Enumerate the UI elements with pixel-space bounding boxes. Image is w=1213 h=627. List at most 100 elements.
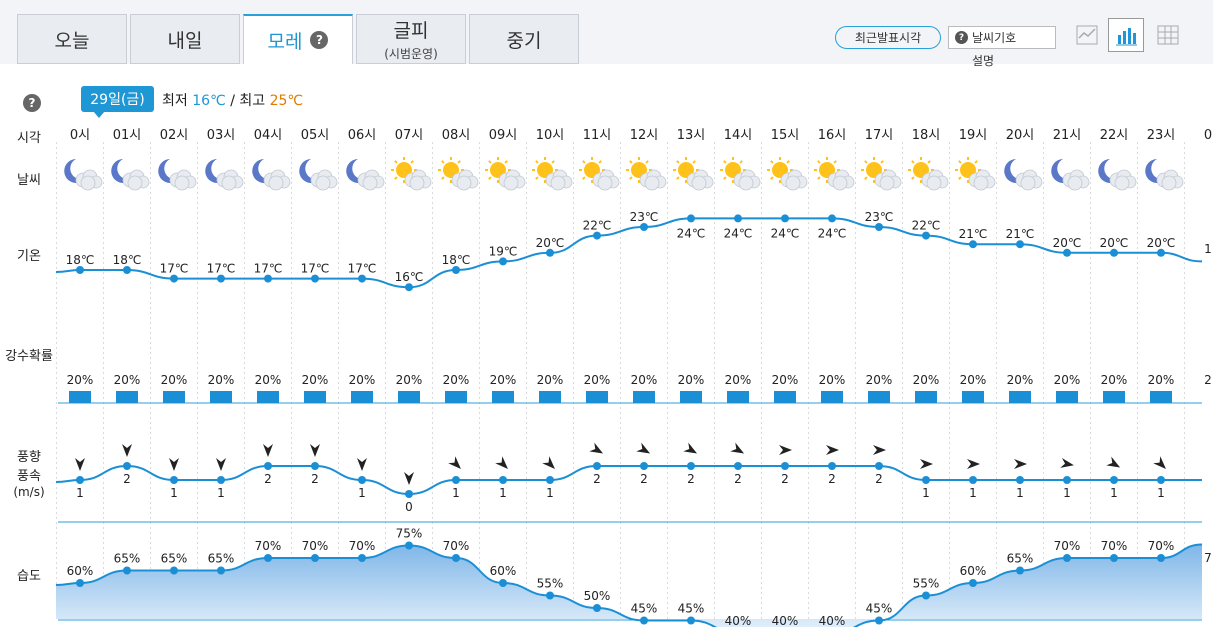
cloud-puff <box>362 175 378 191</box>
hour-label: 12시 <box>630 128 659 143</box>
temp-label: 18℃ <box>66 253 95 267</box>
moon-cloud-icon <box>1145 159 1184 191</box>
cloud-puff <box>606 175 620 189</box>
row-label-time: 시각 <box>17 131 41 146</box>
tab-midterm[interactable]: 중기 <box>469 14 579 64</box>
humidity-area <box>56 544 1202 627</box>
cloud-puff <box>592 172 608 188</box>
sun-ray <box>817 160 821 164</box>
temp-point <box>311 274 319 283</box>
temp-label: 23℃ <box>630 210 659 224</box>
row-label-weather: 날씨 <box>17 173 41 188</box>
sun-ray <box>974 160 978 164</box>
humidity-point <box>546 591 554 600</box>
tab-tomorrow[interactable]: 내일 <box>130 14 240 64</box>
humidity-label: 55% <box>537 577 564 591</box>
humidity-point <box>1110 554 1118 562</box>
humidity-point <box>969 579 977 587</box>
sun-cloud-icon <box>908 157 949 191</box>
sun-shape <box>584 162 600 178</box>
wind-speed-label: 2 <box>123 472 131 486</box>
rain-label: 20% <box>349 373 376 387</box>
weather-symbol-select[interactable]: ? 날씨기호 <box>948 26 1056 49</box>
rain-label: 20% <box>772 373 799 387</box>
rain-label: 20% <box>490 373 517 387</box>
wind-speed-line <box>55 464 1202 496</box>
cloud-puff <box>505 169 521 185</box>
rain-label: 20% <box>208 373 235 387</box>
wind-point <box>170 476 178 484</box>
rain-label: 20% <box>537 373 564 387</box>
rain-label: 20% <box>960 373 987 387</box>
cloud-puff <box>740 169 756 185</box>
cloud-puff <box>80 175 96 191</box>
temp-label: 24℃ <box>677 226 706 240</box>
moon-shape <box>111 159 133 183</box>
hour-label: 21시 <box>1053 128 1082 143</box>
wind-point <box>452 476 460 484</box>
moon-shape <box>1004 159 1026 183</box>
sun-cloud-icon <box>861 157 902 191</box>
sun-ray <box>770 160 774 164</box>
wind-speed-label: 2 <box>734 472 742 486</box>
cloud-puff <box>418 175 432 189</box>
humidity-label: 45% <box>678 602 705 616</box>
rain-label: 20% <box>67 373 94 387</box>
cloud-puff <box>1022 169 1038 185</box>
cloud-puff <box>881 169 897 185</box>
moon-shape <box>299 159 321 183</box>
sun-shape <box>396 162 412 178</box>
cloud-puff <box>653 175 667 189</box>
hour-label: 22시 <box>1100 128 1129 143</box>
tab-third-day[interactable]: 글피 (시범운영) <box>356 14 466 64</box>
recent-announce-button[interactable]: 최근발표시각 <box>835 26 941 49</box>
wind-arrow-icon <box>216 458 226 471</box>
wind-point <box>499 476 507 484</box>
wind-point <box>311 462 319 470</box>
sun-ray <box>410 176 414 180</box>
sun-ray <box>582 176 586 180</box>
help-icon[interactable]: ? <box>310 31 329 49</box>
temp-point <box>170 274 178 283</box>
table-view-button[interactable] <box>1150 18 1186 52</box>
line-chart-view-button[interactable] <box>1069 18 1105 52</box>
sun-cloud-icon <box>579 157 620 191</box>
help-icon[interactable]: ? <box>23 94 41 112</box>
bar-chart-view-button[interactable] <box>1108 18 1144 52</box>
wind-speed-label: 2 <box>593 472 601 486</box>
temp-label: 20℃ <box>536 236 565 250</box>
cloud-puff <box>89 175 103 189</box>
sun-ray <box>441 176 445 180</box>
sun-cloud-icon <box>626 157 667 191</box>
temp-label: 18℃ <box>442 253 471 267</box>
cloud-puff <box>787 169 803 185</box>
wind-arrow-icon <box>263 444 273 457</box>
tab-today[interactable]: 오늘 <box>17 14 127 64</box>
rain-bar <box>116 391 138 403</box>
hour-label: 0시 <box>70 128 90 143</box>
moon-cloud-icon <box>111 159 150 191</box>
rain-bar <box>539 391 561 403</box>
hour-label: 06시 <box>348 128 377 143</box>
rain-label: 20% <box>255 373 282 387</box>
temp-point <box>405 283 413 292</box>
temp-label: 19℃ <box>489 244 518 258</box>
rain-bar <box>1009 391 1031 403</box>
hour-label: 04시 <box>254 128 283 143</box>
sun-ray <box>880 176 884 180</box>
wind-speed-label: 0 <box>405 500 413 514</box>
temp-label: 24℃ <box>818 226 847 240</box>
wind-point <box>828 462 836 470</box>
row-label-temp: 기온 <box>17 249 41 264</box>
tab-sublabel: (시범운영) <box>384 47 438 61</box>
tab-day-after[interactable]: 모레? <box>243 14 353 64</box>
rain-label: 20% <box>1007 373 1034 387</box>
rain-label: 20% <box>1101 373 1128 387</box>
wind-arrow-icon <box>495 456 508 469</box>
temp-point <box>922 231 930 240</box>
cloud-puff <box>921 172 937 188</box>
cloud-puff <box>221 175 237 191</box>
sun-ray <box>676 176 680 180</box>
sun-ray <box>692 176 696 180</box>
sun-ray <box>504 160 508 164</box>
